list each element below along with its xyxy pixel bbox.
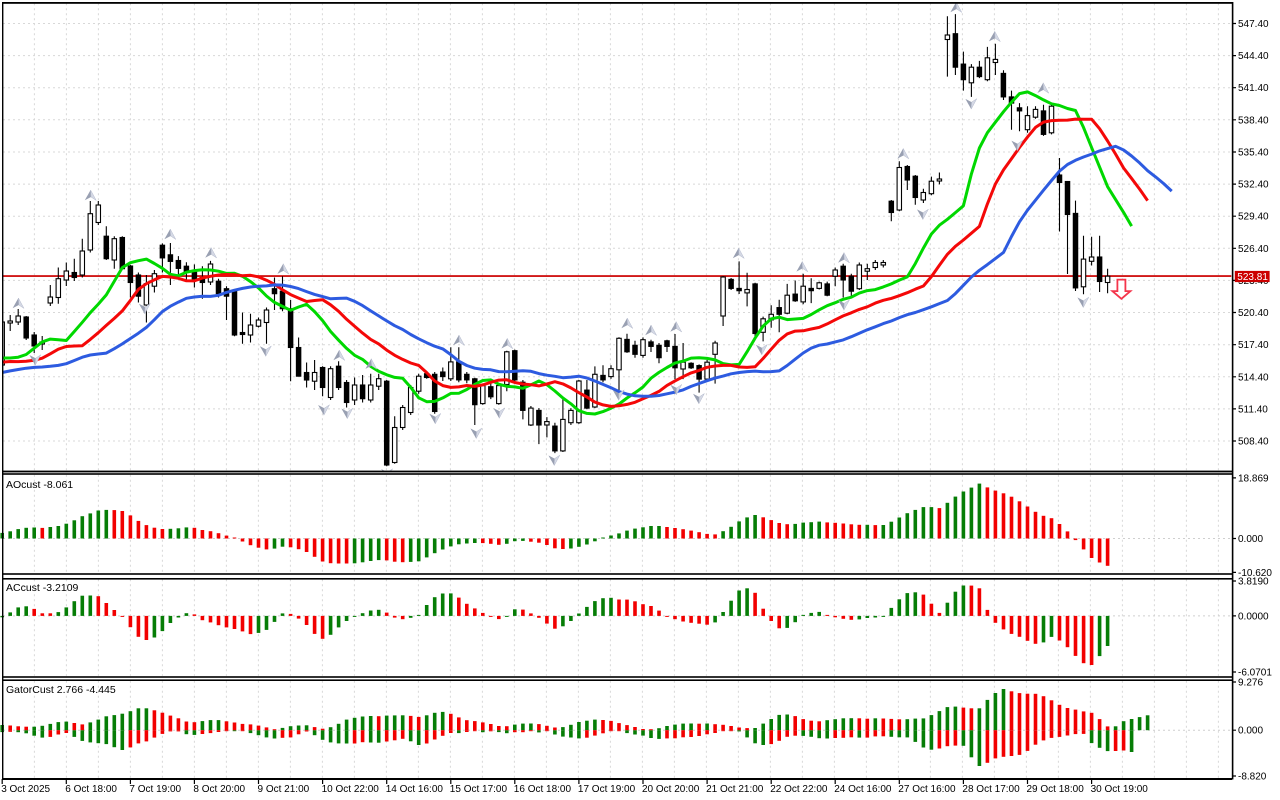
svg-text:29 Oct 18:00: 29 Oct 18:00 (1027, 784, 1085, 795)
svg-text:15 Oct 17:00: 15 Oct 17:00 (450, 784, 508, 795)
svg-text:10 Oct 22:00: 10 Oct 22:00 (322, 784, 380, 795)
svg-text:20 Oct 20:00: 20 Oct 20:00 (642, 784, 700, 795)
svg-text:547.40: 547.40 (1238, 19, 1269, 30)
svg-text:520.40: 520.40 (1238, 308, 1269, 319)
svg-text:28 Oct 17:00: 28 Oct 17:00 (962, 784, 1020, 795)
svg-text:514.40: 514.40 (1238, 372, 1269, 383)
svg-text:532.40: 532.40 (1238, 180, 1269, 191)
svg-text:30 Oct 19:00: 30 Oct 19:00 (1091, 784, 1149, 795)
svg-text:7 Oct 19:00: 7 Oct 19:00 (129, 784, 181, 795)
svg-text:22 Oct 22:00: 22 Oct 22:00 (770, 784, 828, 795)
svg-text:GatorCust 2.766 -4.445: GatorCust 2.766 -4.445 (6, 684, 116, 696)
svg-text:511.40: 511.40 (1238, 404, 1268, 415)
svg-text:27 Oct 16:00: 27 Oct 16:00 (898, 784, 956, 795)
svg-text:18.869: 18.869 (1238, 473, 1269, 484)
svg-text:-6.0701: -6.0701 (1238, 668, 1272, 679)
svg-text:9 Oct 21:00: 9 Oct 21:00 (258, 784, 310, 795)
svg-text:3 Oct 2025: 3 Oct 2025 (1, 784, 50, 795)
svg-text:535.40: 535.40 (1238, 148, 1269, 159)
svg-text:3.8190: 3.8190 (1238, 577, 1269, 588)
svg-text:0.000: 0.000 (1238, 726, 1263, 737)
svg-text:8 Oct 20:00: 8 Oct 20:00 (193, 784, 245, 795)
svg-text:14 Oct 16:00: 14 Oct 16:00 (386, 784, 444, 795)
svg-text:523.81: 523.81 (1237, 272, 1268, 283)
svg-text:17 Oct 19:00: 17 Oct 19:00 (578, 784, 636, 795)
svg-text:541.40: 541.40 (1238, 83, 1269, 94)
svg-text:529.40: 529.40 (1238, 212, 1269, 223)
svg-text:508.40: 508.40 (1238, 437, 1269, 448)
svg-text:517.40: 517.40 (1238, 340, 1269, 351)
svg-text:AOcust -8.061: AOcust -8.061 (6, 479, 73, 491)
svg-text:-10.620: -10.620 (1238, 568, 1272, 579)
svg-text:544.40: 544.40 (1238, 51, 1269, 62)
svg-text:ACcust -3.2109: ACcust -3.2109 (6, 582, 79, 594)
svg-text:6 Oct 18:00: 6 Oct 18:00 (65, 784, 117, 795)
svg-text:526.40: 526.40 (1238, 244, 1269, 255)
svg-text:538.40: 538.40 (1238, 115, 1269, 126)
svg-text:9.276: 9.276 (1238, 678, 1263, 689)
svg-text:0.000: 0.000 (1238, 534, 1263, 545)
svg-text:24 Oct 16:00: 24 Oct 16:00 (834, 784, 892, 795)
svg-text:-8.820: -8.820 (1238, 772, 1267, 783)
svg-text:16 Oct 18:00: 16 Oct 18:00 (514, 784, 572, 795)
svg-text:0.0000: 0.0000 (1238, 611, 1269, 622)
svg-text:21 Oct 21:00: 21 Oct 21:00 (706, 784, 764, 795)
